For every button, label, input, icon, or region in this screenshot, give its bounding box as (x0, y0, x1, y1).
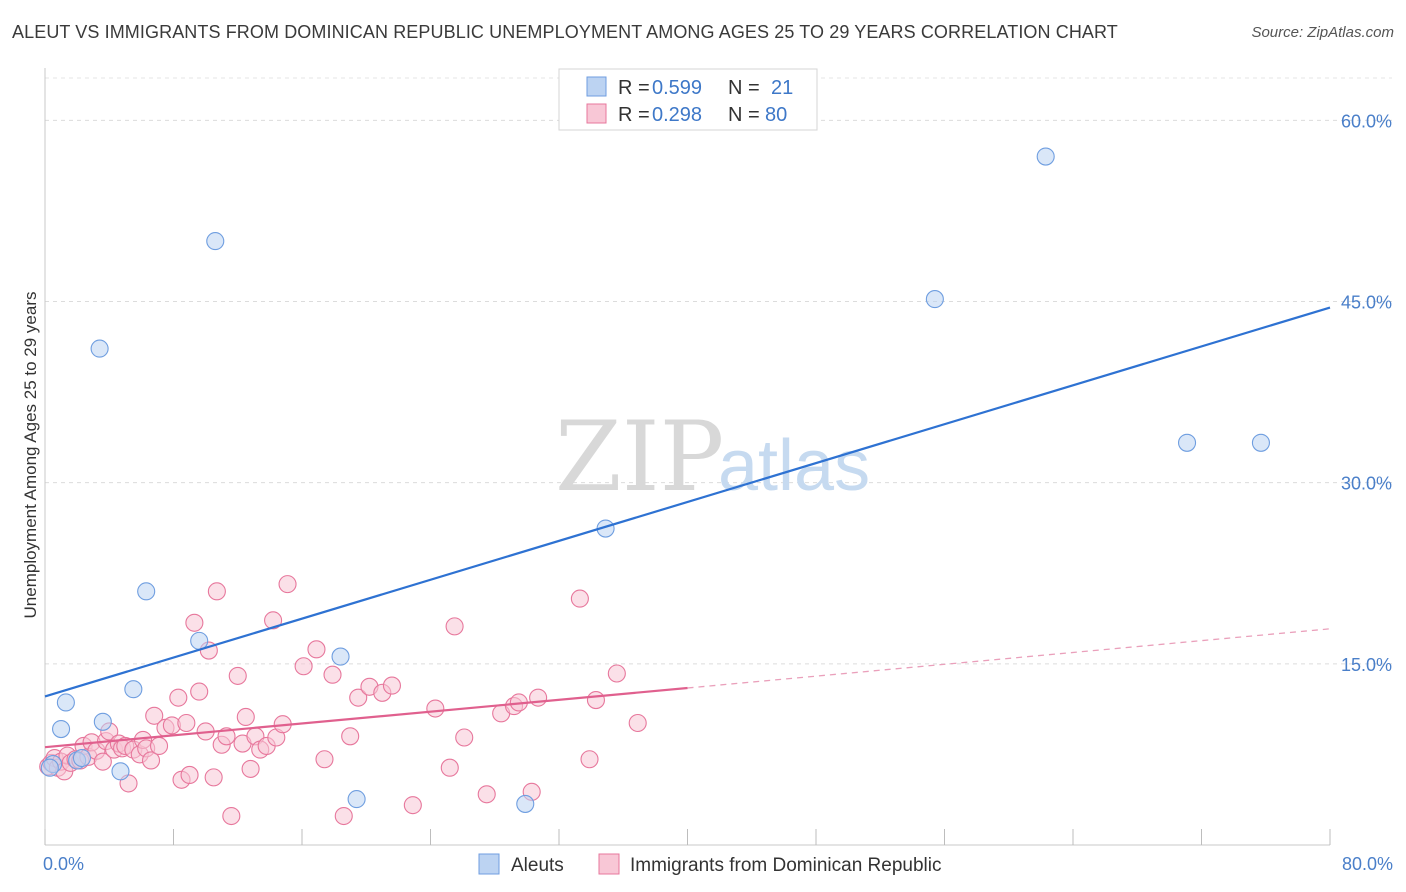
dominican-point-78 (586, 691, 605, 710)
x-tick-label-1: 80.0% (1342, 854, 1393, 874)
dominican-point-59 (334, 806, 353, 826)
bottom-legend: Aleuts Immigrants from Dominican Republi… (478, 853, 942, 876)
aleuts-point-13 (347, 790, 366, 809)
y-tick-label-3: 60.0% (1341, 111, 1392, 131)
dominican-trend-line (44, 686, 688, 749)
dominican-point-35 (185, 613, 204, 632)
watermark: ZIP atlas (555, 401, 870, 513)
trend-lines (44, 306, 1331, 749)
legend-swatch-dominican (586, 103, 607, 124)
aleuts-point-2 (56, 693, 75, 712)
chart-source: Source: ZipAtlas.com (1251, 24, 1394, 41)
dominican-point-75 (529, 688, 548, 707)
dominican-point-67 (440, 758, 459, 777)
dominican-point-57 (315, 750, 334, 769)
legend-r-value-aleuts: 0.599 (652, 77, 702, 99)
dominican-point-47 (241, 759, 260, 778)
aleuts-point-18 (1177, 433, 1197, 452)
dominican-point-42 (217, 727, 236, 746)
dominican-point-66 (426, 699, 445, 718)
dominican-point-26 (141, 751, 161, 770)
dominican-trend-line-extension (687, 628, 1331, 689)
bottom-legend-swatch-dominican (598, 853, 620, 875)
dominican-point-33 (177, 713, 196, 733)
dominican-point-14 (93, 752, 112, 771)
bottom-legend-swatch-aleuts (478, 853, 500, 875)
aleuts-point-19 (1251, 433, 1270, 452)
legend-box: R = 0.599 N = 21 R = 0.298 N = 80 (558, 68, 818, 131)
aleuts-point-6 (93, 712, 112, 731)
dominican-point-55 (294, 657, 313, 676)
dominican-point-68 (445, 617, 464, 636)
aleuts-point-11 (206, 232, 225, 251)
dominican-point-69 (455, 728, 474, 747)
dominican-point-31 (169, 688, 188, 707)
aleuts-trend-line (44, 306, 1331, 698)
dominican-point-60 (341, 727, 360, 746)
dominican-point-34 (180, 765, 199, 784)
dominican-point-51 (264, 611, 283, 630)
aleuts-point-5 (90, 339, 109, 358)
legend-n-value-dominican: 80 (765, 104, 787, 126)
y-tick-labels: 15.0% 30.0% 45.0% 60.0% (1341, 111, 1392, 675)
y-tick-label-1: 30.0% (1341, 474, 1392, 494)
grid-layer (45, 77, 1392, 665)
aleuts-point-4 (72, 748, 91, 768)
bottom-legend-label-aleuts: Aleuts (511, 855, 564, 876)
dominican-point-77 (580, 750, 599, 769)
legend-swatch-aleuts (586, 76, 607, 97)
aleuts-point-1 (52, 719, 71, 739)
dominican-point-27 (145, 706, 164, 725)
x-tick-label-0: 0.0% (43, 854, 84, 874)
legend-r-label-dominican: R = (618, 104, 650, 126)
dominican-point-43 (222, 806, 241, 826)
aleuts-point-14 (516, 794, 535, 813)
legend-r-label-aleuts: R = (618, 77, 650, 99)
watermark-zip: ZIP (555, 401, 724, 513)
y-axis-label: Unemployment Among Ages 25 to 29 years (21, 292, 40, 619)
bottom-legend-label-dominican: Immigrants from Dominican Republic (630, 855, 942, 876)
series-aleuts-points (40, 147, 1270, 813)
legend-n-label-aleuts: N = (728, 77, 760, 99)
dominican-point-70 (477, 785, 496, 804)
aleuts-point-16 (925, 290, 944, 309)
legend-n-label-dominican: N = (728, 104, 760, 126)
dominican-point-28 (149, 736, 169, 756)
legend-n-value-aleuts: 21 (771, 77, 793, 99)
y-tick-label-2: 45.0% (1341, 292, 1392, 312)
dominican-point-61 (349, 688, 368, 707)
dominican-point-36 (190, 682, 209, 701)
aleuts-point-20 (40, 758, 59, 777)
dominican-point-65 (403, 796, 422, 815)
dominican-point-39 (204, 768, 223, 787)
dominican-point-40 (207, 582, 226, 601)
axes-layer (44, 68, 1331, 846)
y-tick-label-0: 15.0% (1341, 655, 1392, 675)
x-tick-labels: 0.0% 80.0% (43, 854, 1393, 874)
aleuts-point-9 (137, 582, 156, 601)
dominican-point-56 (307, 640, 326, 659)
dominican-point-79 (607, 664, 626, 683)
dominican-point-44 (228, 666, 247, 685)
chart-title: ALEUT VS IMMIGRANTS FROM DOMINICAN REPUB… (12, 22, 1118, 42)
watermark-atlas: atlas (718, 426, 870, 506)
aleuts-point-12 (331, 647, 350, 666)
dominican-point-76 (570, 589, 589, 608)
dominican-point-64 (382, 676, 402, 695)
dominican-point-80 (628, 713, 647, 733)
legend-r-value-dominican: 0.298 (652, 104, 702, 126)
dominican-point-46 (236, 707, 255, 727)
dominican-point-54 (278, 575, 297, 594)
dominican-point-58 (323, 665, 342, 684)
aleuts-point-7 (111, 762, 130, 781)
aleuts-point-17 (1036, 147, 1055, 166)
aleuts-point-8 (124, 680, 143, 699)
